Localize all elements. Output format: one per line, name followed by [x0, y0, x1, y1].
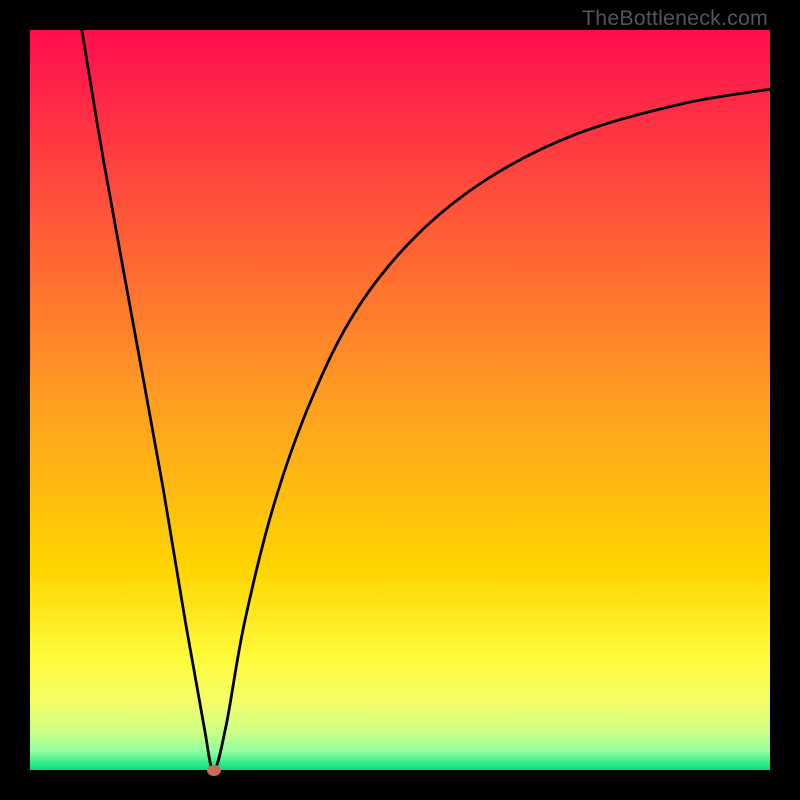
chart-svg: [0, 0, 800, 800]
bottleneck-curve: [82, 30, 770, 770]
minimum-marker: [207, 765, 221, 776]
chart-frame: TheBottleneck.com: [0, 0, 800, 800]
watermark-text: TheBottleneck.com: [582, 6, 768, 31]
plot-border: [0, 0, 800, 800]
